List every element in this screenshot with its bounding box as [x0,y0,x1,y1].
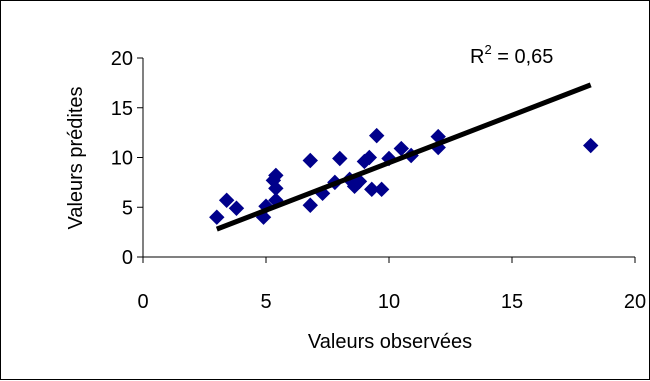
data-point [373,181,390,198]
x-tick-label: 5 [260,291,271,313]
data-point [583,137,599,154]
r-squared-superscript: 2 [484,42,491,57]
data-point [368,127,385,144]
data-points [209,127,599,225]
r-squared-annotation: R2 = 0,65 [470,42,553,68]
y-tick-label: 15 [111,98,133,120]
r-squared-prefix: R [470,46,484,68]
x-axis-title: Valeurs observées [308,331,472,353]
x-tick-label: 10 [378,291,400,313]
data-point [302,197,318,213]
trendline [215,82,592,232]
r-squared-value: = 0,65 [492,46,554,68]
x-tick-label: 20 [624,291,646,313]
data-point [228,200,245,216]
y-ticks: 0 5 10 15 20 [111,48,143,269]
x-tick-label: 0 [137,291,148,313]
data-point [218,192,235,208]
data-point [209,209,225,225]
data-point [302,152,318,169]
y-tick-label: 20 [111,48,133,70]
y-tick-label: 10 [111,148,133,170]
y-axis-title: Valeurs prédites [65,86,87,229]
x-ticks: 0 5 10 15 20 [137,257,646,313]
y-tick-label: 0 [122,247,133,269]
data-point [332,150,348,167]
x-tick-label: 15 [501,291,523,313]
data-point [361,149,378,166]
y-tick-label: 5 [122,197,133,219]
